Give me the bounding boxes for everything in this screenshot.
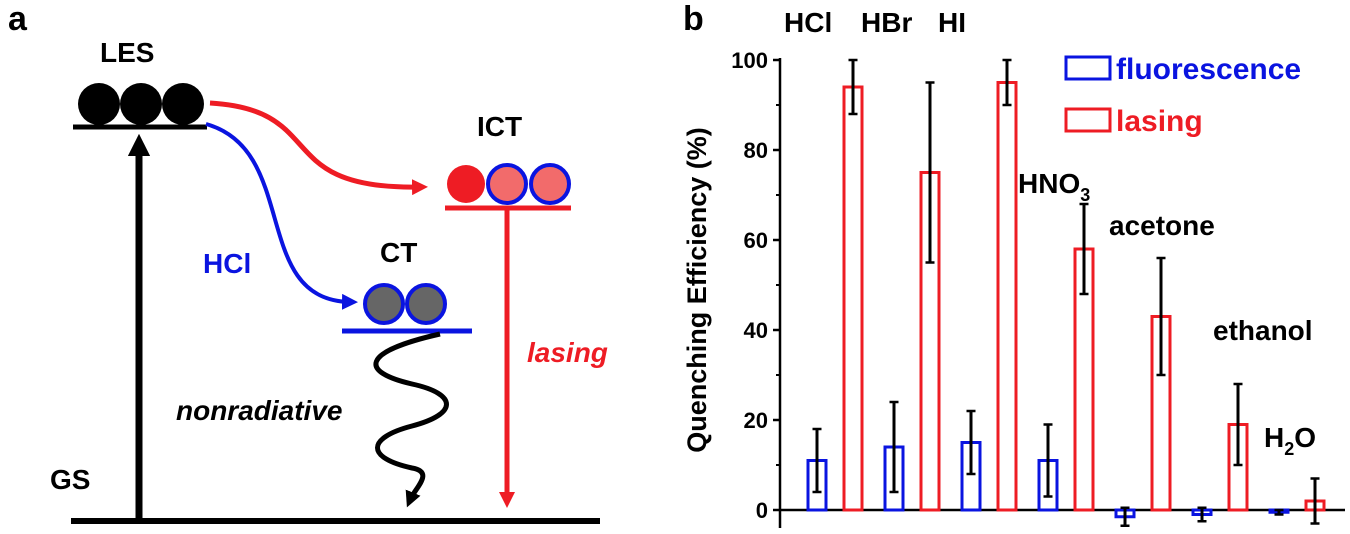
ict-molecules bbox=[447, 163, 571, 205]
panel-a-energy-diagram: a LES HCl ICT lasing CT bbox=[8, 0, 608, 524]
legend-swatch-lasing bbox=[1064, 107, 1112, 133]
chart-plot-area: 0 20 40 60 80 100 HCl HBr HI HNO3 acetone ethanol H2… bbox=[731, 7, 1345, 528]
category-label-ethanol: ethanol bbox=[1213, 315, 1313, 346]
lasing-label: lasing bbox=[527, 337, 608, 368]
y-tick-label: 40 bbox=[744, 318, 768, 343]
y-axis-title: Quenching Efficiency (%) bbox=[682, 127, 712, 453]
bar-lasing-hcl bbox=[842, 85, 864, 512]
ict-molecule-1 bbox=[447, 165, 485, 203]
legend-label-lasing: lasing bbox=[1116, 105, 1203, 138]
nonradiative-label: nonradiative bbox=[176, 395, 342, 426]
ct-molecule-2 bbox=[405, 283, 447, 325]
category-label-hno3: HNO3 bbox=[1018, 168, 1090, 205]
hcl-label: HCl bbox=[203, 248, 251, 279]
les-to-ict-arrow bbox=[209, 100, 428, 196]
category-label-hcl: HCl bbox=[784, 7, 832, 38]
panel-b-label: b bbox=[683, 0, 704, 38]
les-label: LES bbox=[100, 37, 154, 68]
ct-label: CT bbox=[380, 237, 417, 268]
y-tick-label: 0 bbox=[756, 498, 768, 523]
legend-label-fluorescence: fluorescence bbox=[1116, 53, 1301, 86]
ict-molecule-2 bbox=[486, 163, 528, 205]
category-label-hbr: HBr bbox=[861, 7, 912, 38]
ct-molecules bbox=[363, 283, 447, 325]
panel-a-label: a bbox=[8, 0, 28, 38]
category-label-acetone: acetone bbox=[1109, 210, 1215, 241]
les-to-ct-arrow bbox=[205, 122, 358, 310]
ict-label: ICT bbox=[477, 111, 522, 142]
y-tick-label: 60 bbox=[744, 228, 768, 253]
panel-b-bar-chart: b Quenching Efficiency (%) 0 20 40 60 80 100 H… bbox=[682, 0, 1345, 528]
category-label-hi: HI bbox=[938, 7, 966, 38]
les-molecule-2 bbox=[120, 83, 162, 125]
bar-lasing-hi bbox=[996, 81, 1018, 512]
y-tick-label: 100 bbox=[731, 48, 768, 73]
legend-swatch-fluorescence bbox=[1064, 55, 1112, 81]
les-molecule-3 bbox=[162, 83, 204, 125]
les-molecule-1 bbox=[78, 83, 120, 125]
les-molecules bbox=[78, 83, 204, 125]
y-tick-label: 80 bbox=[744, 138, 768, 163]
gs-label: GS bbox=[50, 464, 90, 495]
category-label-h2o: H2O bbox=[1264, 422, 1316, 459]
ct-molecule-1 bbox=[363, 283, 405, 325]
nonradiative-arrow bbox=[373, 331, 449, 508]
ict-molecule-3 bbox=[529, 163, 571, 205]
y-tick-label: 20 bbox=[744, 408, 768, 433]
